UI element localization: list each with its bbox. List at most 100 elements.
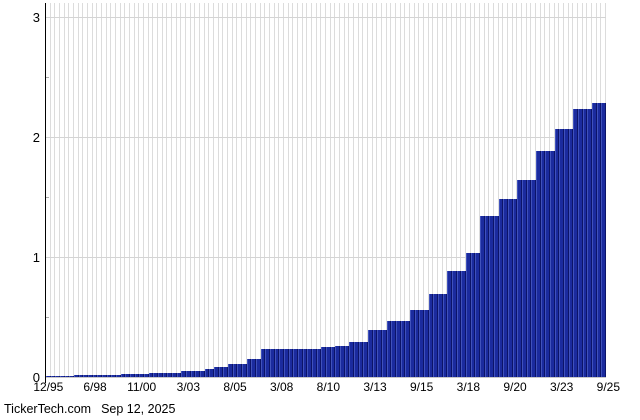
y-tick-label: 3	[32, 10, 40, 25]
vertical-gridline	[105, 3, 107, 377]
vertical-gridline	[189, 3, 191, 377]
y-minor-tick	[46, 317, 49, 318]
bar	[382, 330, 387, 377]
x-tick-label: 8/05	[223, 380, 247, 394]
y-axis-line	[45, 3, 46, 383]
vertical-gridline	[334, 3, 336, 377]
bar	[134, 374, 140, 377]
bar	[307, 349, 312, 377]
vertical-gridline	[115, 3, 116, 377]
x-tick-label: 9/15	[409, 380, 434, 394]
vertical-gridline	[213, 3, 214, 377]
bar	[582, 109, 588, 377]
bar	[130, 374, 135, 377]
vertical-gridline	[432, 3, 434, 377]
vertical-gridline	[283, 3, 284, 377]
vertical-gridline	[185, 3, 186, 377]
vertical-gridline	[339, 3, 340, 377]
vertical-gridline	[157, 3, 158, 377]
bar	[480, 216, 485, 377]
bar	[232, 364, 238, 377]
bar	[293, 349, 298, 377]
bar	[78, 375, 84, 377]
x-tick-label: 3/23	[549, 380, 574, 394]
bar	[554, 129, 560, 377]
vertical-gridline	[77, 3, 79, 377]
bar	[102, 375, 107, 377]
bar	[545, 151, 550, 377]
vertical-gridline	[269, 3, 270, 377]
bar	[326, 347, 331, 377]
vertical-gridline	[451, 3, 452, 377]
bar	[321, 347, 326, 377]
bar	[256, 359, 261, 377]
bar	[363, 342, 368, 377]
vertical-gridline	[138, 3, 140, 377]
bar	[428, 294, 434, 377]
bar	[564, 129, 569, 377]
vertical-gridline	[390, 3, 392, 377]
bar	[237, 364, 242, 377]
vertical-gridline	[129, 3, 130, 377]
bar	[330, 347, 336, 377]
vertical-gridline	[320, 3, 322, 377]
vertical-gridline	[446, 3, 448, 377]
bar	[349, 342, 354, 377]
vertical-gridline	[409, 3, 410, 377]
bar	[116, 375, 121, 377]
bar	[106, 375, 112, 377]
bar	[186, 371, 191, 377]
bar	[536, 151, 541, 377]
horizontal-gridline	[46, 137, 606, 138]
vertical-gridline	[166, 3, 168, 377]
vertical-gridline	[301, 3, 303, 377]
bar	[377, 330, 382, 377]
vertical-gridline	[91, 3, 93, 377]
vertical-gridline	[315, 3, 317, 377]
vertical-gridline	[245, 3, 247, 377]
bar	[69, 376, 74, 377]
vertical-gridline	[385, 3, 387, 377]
bar	[419, 310, 424, 377]
vertical-gridline	[418, 3, 420, 377]
vertical-gridline	[241, 3, 242, 377]
vertical-gridline	[73, 3, 74, 377]
vertical-gridline	[250, 3, 252, 377]
bar	[559, 129, 564, 377]
vertical-gridline	[222, 3, 224, 377]
bar	[228, 364, 233, 377]
bar	[512, 199, 518, 377]
bar	[494, 216, 499, 377]
bar	[284, 349, 289, 377]
vertical-gridline	[455, 3, 457, 377]
bar	[601, 103, 606, 377]
bar	[531, 180, 536, 377]
chart-footer: TickerTech.com Sep 12, 2025	[4, 403, 175, 416]
bar	[64, 376, 70, 377]
bar	[204, 369, 210, 377]
bar	[573, 109, 578, 377]
vertical-gridline	[59, 3, 60, 377]
plot-area: 12/95 6/98 11/00 3/03 8/05 3/08 8/10 3/13 9/15 3/…	[33, 0, 620, 420]
bar	[386, 321, 392, 377]
bar	[340, 346, 345, 377]
vertical-gridline	[82, 3, 84, 377]
vertical-gridline	[371, 3, 373, 377]
vertical-gridline	[203, 3, 205, 377]
x-axis-baseline	[46, 377, 606, 378]
bar	[358, 342, 364, 377]
bar	[424, 310, 429, 377]
bar	[508, 199, 513, 377]
vertical-gridline	[217, 3, 219, 377]
vertical-gridline	[437, 3, 438, 377]
vertical-gridline	[399, 3, 401, 377]
bar	[46, 376, 51, 377]
y-tick-label: 1	[32, 250, 40, 265]
vertical-gridline	[441, 3, 443, 377]
bar	[410, 310, 415, 377]
x-tick-label: 11/00	[127, 380, 157, 394]
x-tick-label: 3/13	[363, 380, 387, 394]
vertical-gridline	[469, 3, 471, 377]
bar	[214, 367, 219, 377]
